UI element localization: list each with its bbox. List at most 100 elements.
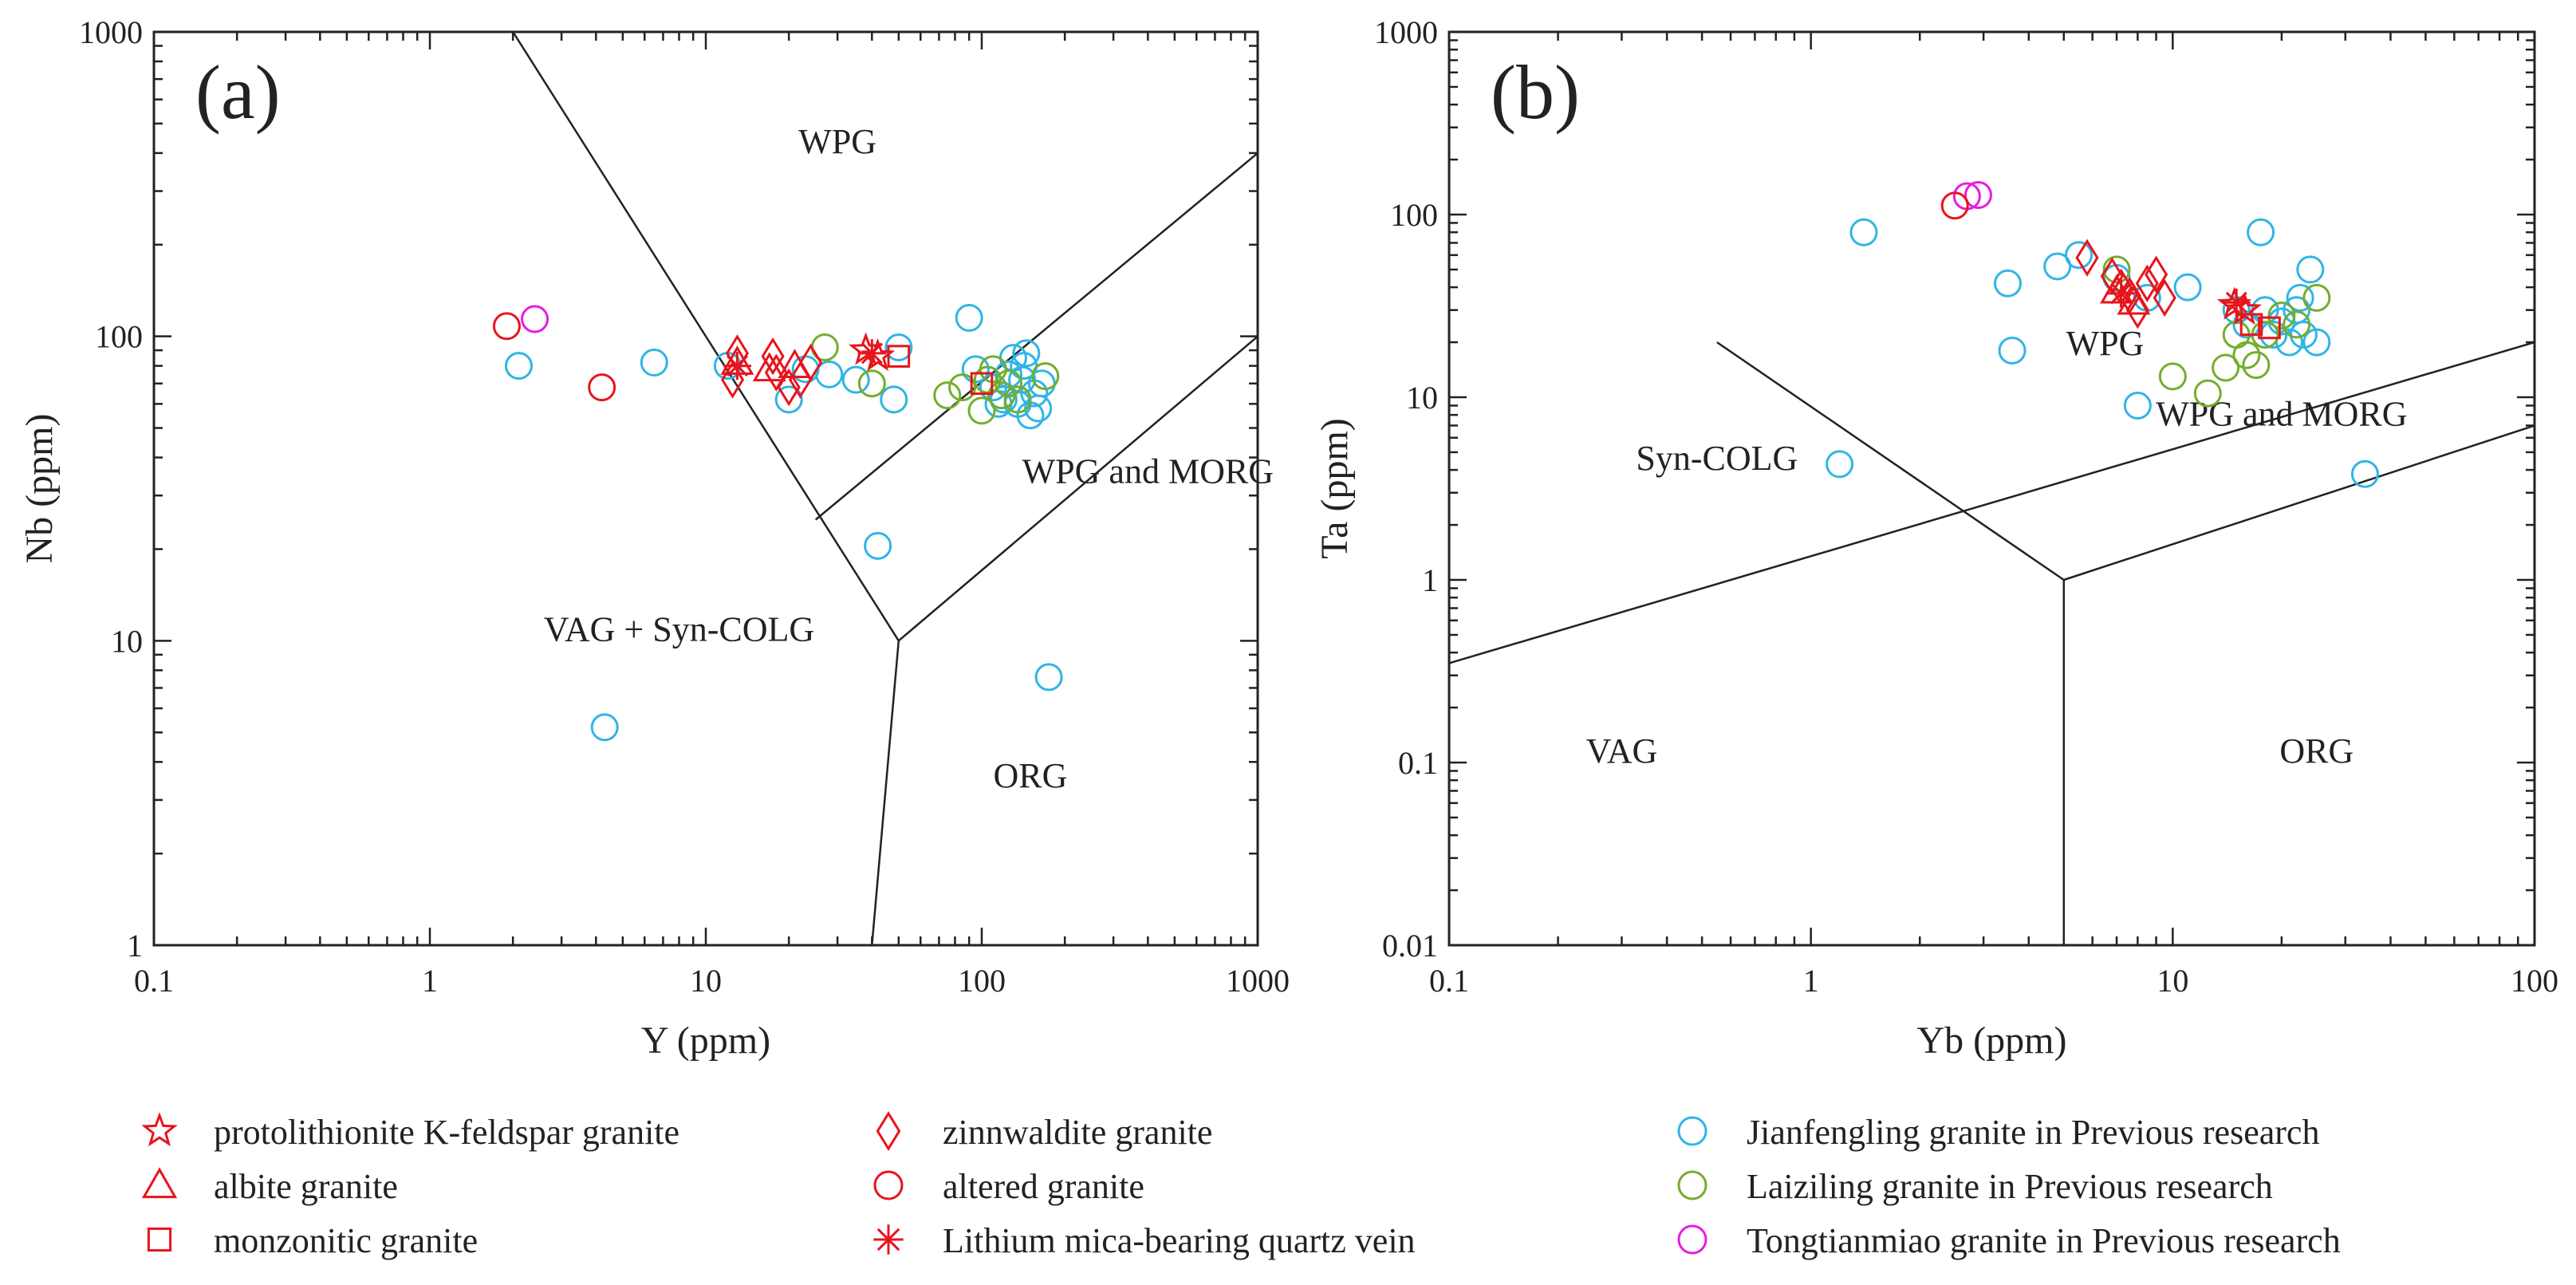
- legend-item-zinnwaldite-granite: zinnwaldite granite: [876, 1111, 1212, 1152]
- y-tick-label: 0.01: [1382, 928, 1438, 964]
- data-point: [970, 372, 994, 396]
- y-tick-label: 1000: [79, 14, 143, 50]
- legend-label: Tongtianmiao granite in Previous researc…: [1747, 1221, 2341, 1260]
- x-tick-label: 10: [2157, 963, 2188, 999]
- data-point: [2302, 283, 2331, 312]
- data-point: [979, 355, 1007, 384]
- data-point: [2107, 279, 2136, 308]
- series-altered-granite: [492, 312, 616, 402]
- data-point: [2153, 278, 2176, 317]
- data-point: [2286, 283, 2314, 312]
- field-label: VAG + Syn-COLG: [544, 609, 814, 648]
- data-point: [2216, 286, 2252, 320]
- x-tick-label: 1000: [1226, 963, 1290, 999]
- field-label: ORG: [993, 756, 1067, 795]
- y-tick-label: 100: [1390, 197, 1438, 233]
- legend-item-laiziling-granite-in-previous-research: Laiziling granite in Previous research: [1677, 1167, 2273, 1206]
- data-point: [774, 385, 803, 414]
- legend-label: Laiziling granite in Previous research: [1747, 1167, 2273, 1206]
- series-monzonitic-granite: [887, 345, 994, 396]
- data-point: [2296, 255, 2325, 284]
- y-tick-label: 10: [111, 623, 143, 659]
- data-point: [2283, 310, 2311, 339]
- data-point: [2212, 353, 2240, 382]
- legend-marker: [141, 1112, 178, 1147]
- data-point: [857, 369, 886, 398]
- data-point: [2123, 391, 2152, 420]
- legend-marker: [1677, 1116, 1707, 1146]
- data-point: [752, 352, 786, 382]
- field-boundary: [1448, 341, 2535, 664]
- y-axis-label: Nb (ppm): [18, 414, 61, 564]
- data-point: [1940, 191, 1969, 220]
- data-point: [995, 360, 1023, 388]
- field-label: WPG: [798, 122, 876, 161]
- panels: 0.1 1 10 100 1000 1 10 100 1000 Y (ppm) Nb (ppm) (a…: [18, 14, 2558, 1062]
- data-point: [1993, 269, 2022, 298]
- data-point: [2117, 285, 2151, 315]
- data-point: [1012, 339, 1041, 368]
- data-point: [2043, 252, 2072, 281]
- x-axis-label: Y (ppm): [641, 1019, 770, 1062]
- legend-marker: [873, 1170, 904, 1200]
- legend-item-altered-granite: altered granite: [873, 1167, 1144, 1206]
- data-point: [880, 385, 908, 414]
- data-point: [778, 349, 812, 378]
- x-tick-label: 0.1: [1429, 963, 1469, 999]
- field-boundary: [2063, 424, 2535, 581]
- data-point: [2350, 459, 2379, 488]
- legend-marker: [1677, 1170, 1707, 1200]
- x-tick-label: 100: [958, 963, 1006, 999]
- data-point: [2065, 241, 2093, 270]
- y-tick-label: 1: [127, 928, 143, 964]
- data-point: [995, 369, 1023, 398]
- data-point: [967, 396, 996, 425]
- data-point: [1998, 337, 2027, 365]
- series-altered-granite: [1940, 191, 1969, 220]
- data-point: [2242, 351, 2271, 380]
- legend-marker: [141, 1167, 178, 1199]
- field-label: VAG: [1586, 731, 1658, 771]
- legend-label: monzonitic granite: [214, 1221, 478, 1260]
- data-point: [2075, 238, 2099, 277]
- data-point: [492, 312, 521, 341]
- y-axis-label: Ta (ppm): [1314, 418, 1356, 559]
- legend-marker: [1677, 1224, 1707, 1255]
- series-tongtianmiao-granite-in-previous-research: [521, 305, 549, 333]
- y-tick-label: 0.1: [1398, 745, 1438, 781]
- data-point: [1826, 450, 1854, 479]
- field-label: ORG: [2279, 731, 2353, 771]
- field-label: WPG: [2066, 324, 2145, 363]
- legend-item-tongtianmiao-granite-in-previous-research: Tongtianmiao granite in Previous researc…: [1677, 1221, 2341, 1260]
- x-tick-label: 100: [2511, 963, 2558, 999]
- data-point: [1964, 180, 1992, 209]
- panel-label: (a): [195, 49, 281, 135]
- data-point: [1003, 385, 1032, 414]
- legend-item-lithium-mica-bearing-quartz-vein: Lithium mica-bearing quartz vein: [873, 1221, 1416, 1260]
- series-laiziling-granite-in-previous-research: [810, 333, 1060, 425]
- legend-label: albite granite: [214, 1167, 398, 1206]
- y-tick-label: 100: [95, 319, 143, 355]
- data-point: [1849, 218, 1878, 246]
- data-point: [640, 349, 668, 377]
- data-point: [588, 373, 616, 402]
- data-point: [777, 368, 801, 407]
- data-point: [2232, 341, 2261, 369]
- legend-item-protolithionite-k-feldspar-granite: protolithionite K-feldspar granite: [141, 1112, 679, 1152]
- data-point: [864, 531, 892, 560]
- y-tick-label: 1: [1422, 562, 1438, 598]
- legend-marker: [873, 1224, 904, 1255]
- data-point: [2267, 302, 2296, 330]
- data-point: [798, 343, 823, 382]
- legend-item-jianfengling-granite-in-previous-research: Jianfengling granite in Previous researc…: [1677, 1113, 2319, 1152]
- field-boundary: [1716, 341, 2065, 581]
- data-point: [1031, 362, 1060, 391]
- legend-label: altered granite: [943, 1167, 1144, 1206]
- data-point: [723, 352, 751, 380]
- data-point: [2102, 255, 2131, 284]
- legend-item-albite-granite: albite granite: [141, 1167, 398, 1206]
- data-point: [1034, 663, 1063, 692]
